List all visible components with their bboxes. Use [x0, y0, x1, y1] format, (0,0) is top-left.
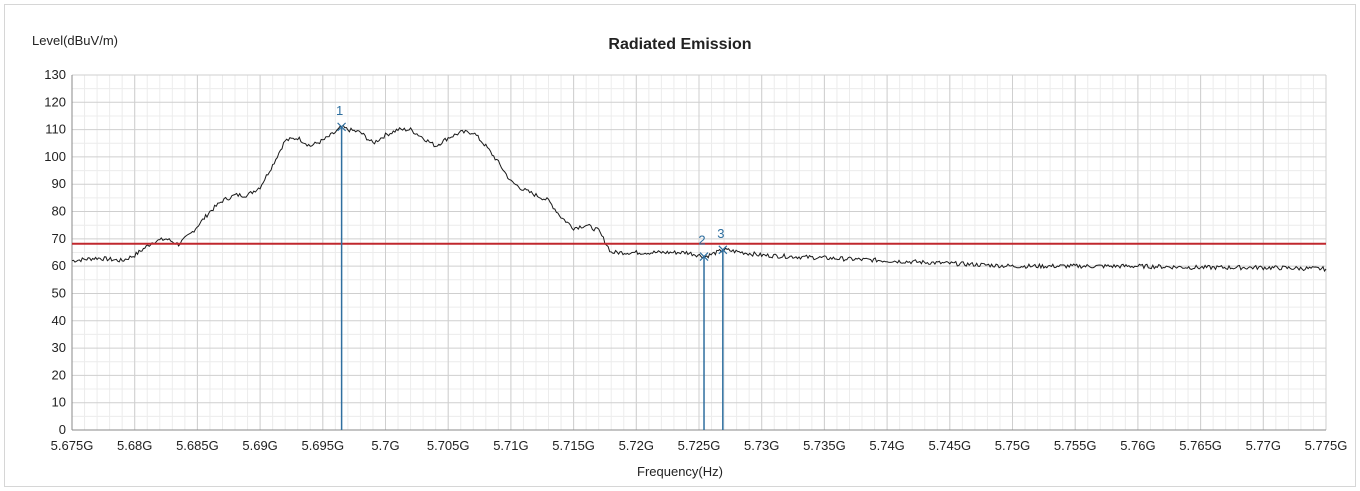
x-tick-label: 5.72G — [619, 438, 654, 453]
x-tick-label: 5.73G — [744, 438, 779, 453]
y-tick-label: 70 — [52, 231, 66, 246]
y-tick-label: 30 — [52, 340, 66, 355]
marker-label: 1 — [336, 103, 343, 118]
y-tick-label: 110 — [45, 122, 66, 137]
x-tick-label: 5.71G — [493, 438, 528, 453]
x-tick-label: 5.76G — [1120, 438, 1155, 453]
x-tick-label: 5.68G — [117, 438, 152, 453]
marker-label: 3 — [717, 226, 724, 241]
x-tick-label: 5.74G — [869, 438, 904, 453]
x-tick-label: 5.755G — [1054, 438, 1097, 453]
y-tick-label: 20 — [52, 367, 66, 382]
y-tick-label: 50 — [52, 285, 66, 300]
chart-frame — [4, 4, 1356, 487]
y-tick-label: 0 — [59, 422, 66, 437]
marker-label: 2 — [698, 233, 705, 248]
marker-cross — [337, 122, 347, 132]
x-tick-label: 5.7G — [371, 438, 399, 453]
y-axis-label: Level(dBuV/m) — [32, 33, 118, 48]
y-tick-label: 10 — [52, 395, 66, 410]
x-tick-label: 5.69G — [242, 438, 277, 453]
y-tick-label: 100 — [44, 149, 66, 164]
series-line — [71, 124, 1327, 273]
chart-title: Radiated Emission — [608, 36, 752, 53]
marker-cross — [699, 252, 709, 262]
y-tick-label: 130 — [44, 67, 66, 82]
y-tick-label: 90 — [52, 176, 66, 191]
x-tick-label: 5.675G — [51, 438, 94, 453]
x-tick-label: 5.765G — [1179, 438, 1222, 453]
x-tick-label: 5.725G — [678, 438, 721, 453]
x-axis-label: Frequency(Hz) — [637, 464, 723, 479]
y-tick-label: 60 — [52, 258, 66, 273]
x-tick-label: 5.745G — [928, 438, 971, 453]
marker-cross — [718, 245, 728, 255]
x-tick-label: 5.715G — [552, 438, 595, 453]
x-tick-label: 5.685G — [176, 438, 219, 453]
x-tick-label: 5.695G — [301, 438, 344, 453]
y-tick-label: 80 — [52, 204, 66, 219]
x-tick-label: 5.705G — [427, 438, 470, 453]
y-tick-label: 40 — [52, 313, 66, 328]
x-tick-label: 5.75G — [995, 438, 1030, 453]
x-tick-label: 5.735G — [803, 438, 846, 453]
x-tick-label: 5.77G — [1246, 438, 1281, 453]
x-tick-label: 5.775G — [1305, 438, 1348, 453]
y-tick-label: 120 — [44, 94, 66, 109]
